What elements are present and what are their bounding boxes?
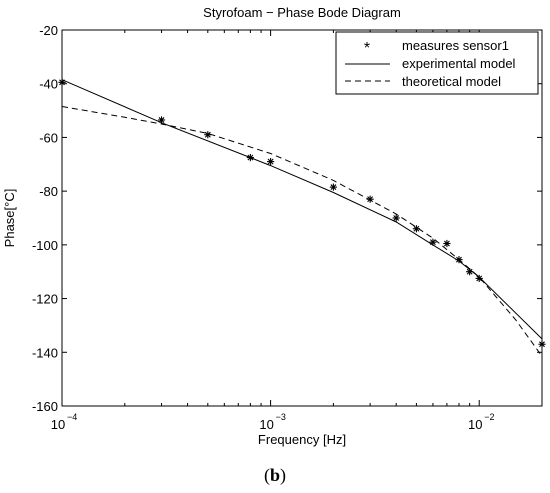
- experimental-model-line: [61, 79, 543, 340]
- data-point: [366, 195, 374, 203]
- marker-stroke: [393, 215, 400, 221]
- x-axis-label: Frequency [Hz]: [258, 432, 346, 447]
- y-tick-label: -20: [39, 23, 58, 38]
- legend-label-measures: measures sensor1: [402, 38, 509, 53]
- figure-caption: (b): [0, 465, 550, 486]
- legend-label-theoretical: theoretical model: [402, 74, 501, 89]
- data-point: [475, 274, 483, 283]
- theoretical-model-line: [61, 106, 543, 357]
- data-point: [412, 225, 421, 233]
- x-axis: 10 −4 10 −3 10 −2: [51, 30, 494, 432]
- series-layer: [58, 78, 546, 357]
- marker-stroke: [204, 131, 211, 138]
- marker-stroke: [476, 275, 483, 282]
- legend-label-experimental: experimental model: [402, 56, 516, 71]
- marker-stroke: [413, 225, 420, 232]
- legend-marker-measures: *: [364, 40, 370, 57]
- marker-stroke: [539, 341, 545, 348]
- data-point: [157, 116, 166, 124]
- marker-stroke: [367, 196, 374, 203]
- y-tick-label: -40: [39, 77, 58, 92]
- y-axis: -20 -40 -60 -80 -100 -120 -140 -160: [32, 23, 542, 414]
- data-point: [204, 131, 212, 139]
- caption-letter: b: [269, 465, 280, 485]
- x-tick-exponent: −4: [67, 412, 77, 422]
- y-tick-label: -140: [32, 345, 58, 360]
- data-point: [329, 183, 337, 191]
- marker-stroke: [443, 240, 450, 247]
- data-point: [267, 158, 275, 166]
- legend-box: [335, 31, 539, 95]
- x-tick-label: 10: [51, 417, 65, 432]
- data-point: [538, 340, 546, 348]
- caption-close: ): [280, 465, 286, 485]
- y-tick-label: -120: [32, 292, 58, 307]
- y-axis-label: Phase[°C]: [2, 189, 17, 248]
- y-tick-label: -160: [32, 399, 58, 414]
- y-tick-label: -60: [39, 130, 58, 145]
- legend: * measures sensor1 experimental model th…: [335, 31, 539, 95]
- caption-open: (: [263, 465, 270, 485]
- data-point: [392, 214, 400, 222]
- y-tick-label: -80: [39, 184, 58, 199]
- y-tick-label: -100: [32, 238, 58, 253]
- marker-stroke: [466, 268, 473, 275]
- marker-stroke: [330, 184, 337, 191]
- x-tick-exponent: −3: [276, 412, 286, 422]
- x-tick-label: 10: [468, 417, 482, 432]
- data-point: [443, 239, 451, 248]
- marker-stroke: [267, 158, 274, 165]
- chart-title: Styrofoam − Phase Bode Diagram: [203, 5, 401, 20]
- x-tick-exponent: −2: [484, 412, 494, 422]
- x-tick-label: 10: [259, 417, 273, 432]
